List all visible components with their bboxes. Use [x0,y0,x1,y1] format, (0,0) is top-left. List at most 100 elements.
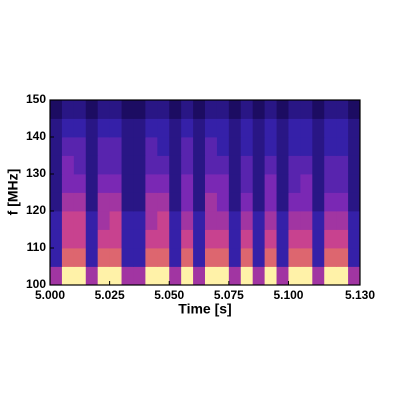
x-tick-label: 5.130 [345,288,375,302]
cell [264,174,277,193]
cell [109,248,122,267]
cell [145,266,158,286]
cell [348,211,361,230]
cell [336,229,349,249]
cell [121,229,134,249]
cell [348,192,361,212]
cell [133,118,146,138]
cell [73,137,87,156]
cell [300,155,313,175]
cell [109,229,122,249]
cell [193,192,206,212]
cell [85,174,99,193]
cell [252,229,266,249]
cell [50,211,63,230]
cell [85,155,99,175]
cell [145,174,158,193]
cell [145,211,158,230]
cell [97,192,111,212]
cell [288,248,301,267]
cell [85,229,99,249]
cell [312,192,325,212]
cell [312,155,325,175]
plot-frame [49,99,361,286]
cell [288,118,301,138]
cell [288,229,301,249]
cell [324,174,337,193]
cell [228,211,242,230]
cell [264,229,277,249]
cell [61,174,75,193]
y-tick-label: 110 [27,240,47,254]
cell [145,100,158,119]
cell [216,248,230,267]
cell [336,100,349,119]
cell [181,211,194,230]
cell [157,155,170,175]
cell [133,229,146,249]
cell [109,100,122,119]
cell [228,266,242,286]
cell [205,155,218,175]
cell [109,137,122,156]
cell [157,137,170,156]
cell [133,174,146,193]
cell [61,192,75,212]
cell [312,174,325,193]
cell [240,155,254,175]
cell [85,192,99,212]
cell [145,229,158,249]
cell [276,137,289,156]
cell [336,266,349,286]
cell [336,192,349,212]
cell [348,229,361,249]
cell [145,137,158,156]
cell [300,266,313,286]
cell [169,266,182,286]
cell [240,137,254,156]
cell [288,100,301,119]
cell [109,266,122,286]
cell [324,155,337,175]
cell [181,118,194,138]
cell [205,192,218,212]
cell [240,229,254,249]
y-tick-label: 130 [26,166,46,180]
cell [288,192,301,212]
cell [336,248,349,267]
cell [133,248,146,267]
cell [97,211,111,230]
cell [193,174,206,193]
cell [133,155,146,175]
cell [169,229,182,249]
cell [85,137,99,156]
cell [228,248,242,267]
cell [181,155,194,175]
cell [288,155,301,175]
cell [228,100,242,119]
cell [252,266,266,286]
cell [312,211,325,230]
cell [121,155,134,175]
cell [312,266,325,286]
cell [205,211,218,230]
cell [61,248,75,267]
cell [50,248,63,267]
cell [109,118,122,138]
cell [252,100,266,119]
cell [97,155,111,175]
cell [336,155,349,175]
cell [73,229,87,249]
cell [145,155,158,175]
cell [228,155,242,175]
cell [264,192,277,212]
cell [288,174,301,193]
cell [216,192,230,212]
cell [157,248,170,267]
cell [145,192,158,212]
cell [50,100,63,119]
cell [50,192,63,212]
cell [133,192,146,212]
cell [300,192,313,212]
cell [264,137,277,156]
